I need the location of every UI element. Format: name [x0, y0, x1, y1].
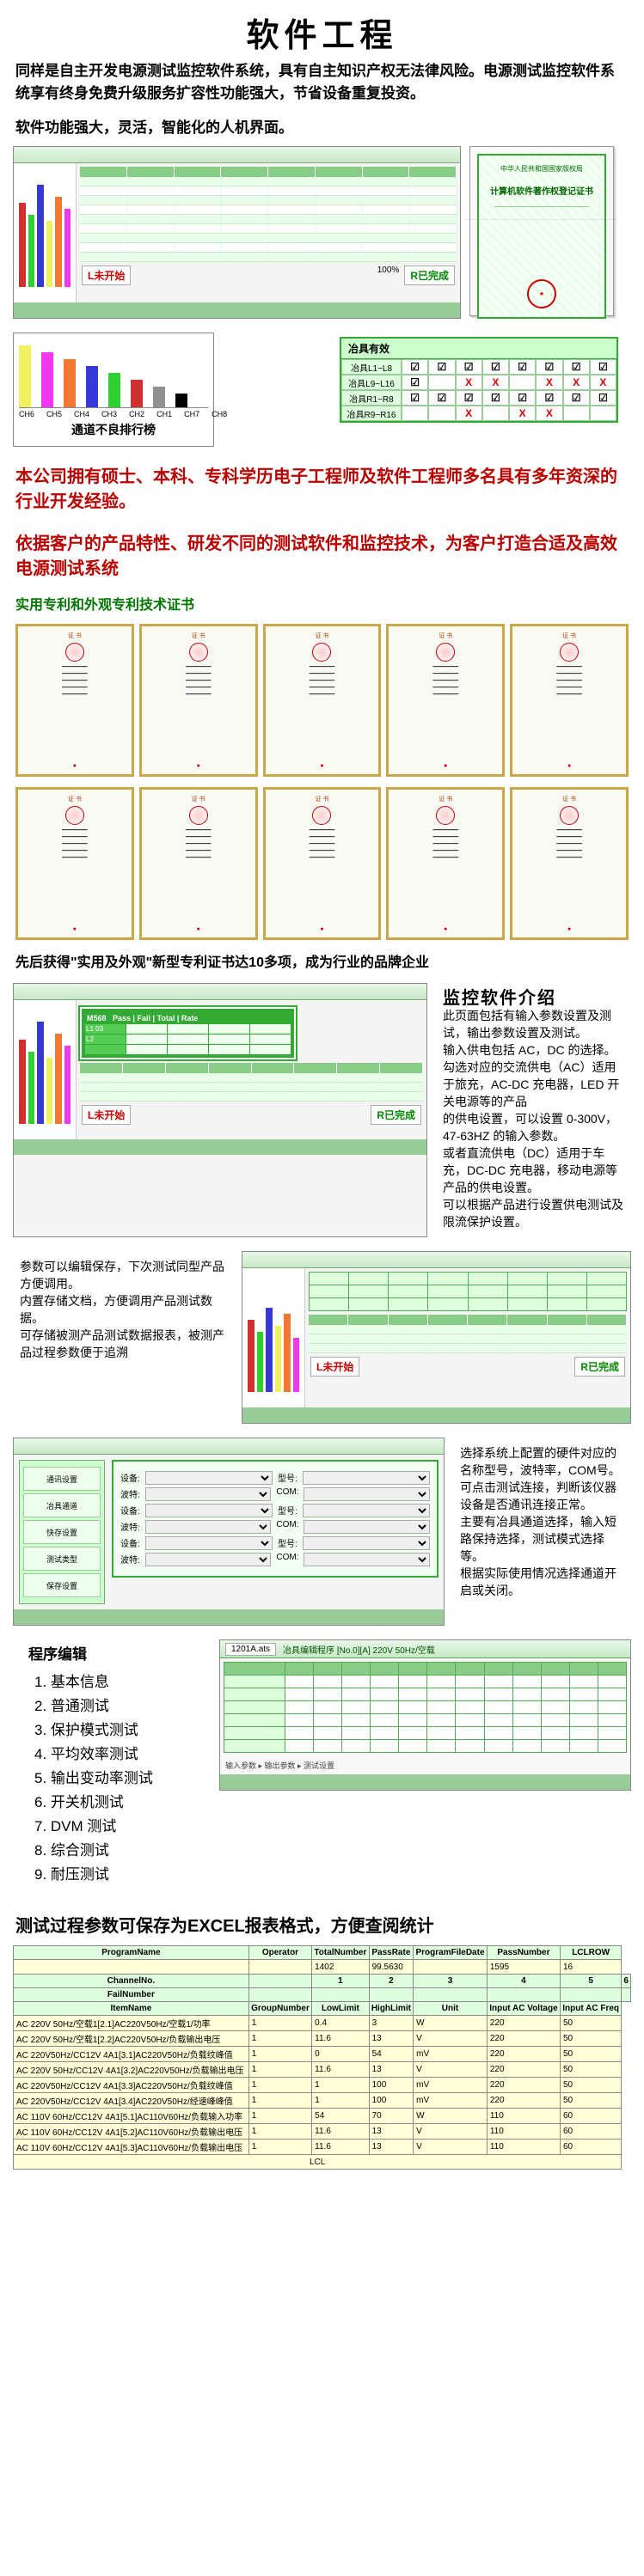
excel-table: ProgramNameOperatorTotalNumberPassRatePr… [13, 1945, 631, 2170]
cert-country: 中华人民共和国国家版权局 [500, 164, 583, 174]
patent-cert: 证 书━━━━━━━━━━━━━━━━━━━━━━━━━━━━━━━━━━━● [15, 787, 134, 940]
monitor-heading: 监控软件介绍 [443, 990, 624, 1007]
green-heading-1: 实用专利和外观专利技术证书 [0, 588, 644, 619]
baud-select[interactable] [145, 1487, 272, 1501]
patent-cert: 证 书━━━━━━━━━━━━━━━━━━━━━━━━━━━━━━━━━━━● [386, 787, 505, 940]
excel-heading: 测试过程参数可保存为EXCEL报表格式，方便查阅统计 [0, 1898, 644, 1942]
program-editor: 1201A.ats 冶具编辑程序 [No.0][A] 220V 50Hz/空载 … [219, 1639, 631, 1791]
cfg-btn-1[interactable]: 通讯设置 [23, 1467, 101, 1491]
conn-description: 选择系统上配置的硬件对应的名称型号，波特率，COM号。可点击测试连接，判断该仪器… [453, 1438, 631, 1626]
software-screenshot-2: M568 Pass | Fail | Total | Rate L1 03016… [13, 983, 427, 1237]
rank-title: 通道不良排行榜 [19, 418, 208, 441]
monitor-description: 监控软件介绍 此页面包括有输入参数设置及测试，输出参数设置及测试。 输入供电包括… [436, 983, 631, 1237]
red-heading-2: 依据客户的产品特性、研发不同的测试软件和监控技术，为客户打造合适及高效电源测试系… [0, 521, 644, 588]
patent-cert: 证 书━━━━━━━━━━━━━━━━━━━━━━━━━━━━━━━━━━━● [139, 787, 258, 940]
feature-item: 2. 普通测试 [34, 1694, 189, 1718]
config-sidebar: 通讯设置 冶具通道 快存设置 测试类型 保存设置 [19, 1460, 105, 1604]
com-select[interactable] [304, 1487, 430, 1501]
feature-item: 6. 开关机测试 [34, 1791, 189, 1815]
intro-text-2: 软件功能强大，灵活，智能化的人机界面。 [0, 105, 644, 139]
status-left-3: L未开始 [310, 1357, 359, 1377]
cfg-btn-4[interactable]: 测试类型 [23, 1547, 101, 1571]
feature-item: 9. 耐压测试 [34, 1863, 189, 1887]
device-select[interactable] [145, 1471, 273, 1485]
feature-item: 7. DVM 测试 [34, 1815, 189, 1839]
patent-cert: 证 书━━━━━━━━━━━━━━━━━━━━━━━━━━━━━━━━━━━● [510, 624, 629, 777]
status-right-2: R已完成 [371, 1105, 421, 1125]
status-right: R已完成 [404, 266, 455, 285]
patent-cert: 证 书━━━━━━━━━━━━━━━━━━━━━━━━━━━━━━━━━━━● [263, 624, 382, 777]
config-screenshot: 通讯设置 冶具通道 快存设置 测试类型 保存设置 设备:型号: 波特:COM: … [13, 1438, 445, 1626]
patent-cert: 证 书━━━━━━━━━━━━━━━━━━━━━━━━━━━━━━━━━━━● [386, 624, 505, 777]
patent-cert: 证 书━━━━━━━━━━━━━━━━━━━━━━━━━━━━━━━━━━━● [263, 787, 382, 940]
feature-item: 4. 平均效率测试 [34, 1743, 189, 1767]
cert-type: 计算机软件著作权登记证书 [490, 184, 593, 197]
patent-footer: 先后获得"实用及外观"新型专利证书达10多项，成为行业的品牌企业 [0, 945, 644, 976]
lcl-row: LCL [14, 2155, 622, 2170]
feature-item: 8. 综合测试 [34, 1839, 189, 1863]
feature-item: 5. 输出变动率测试 [34, 1767, 189, 1791]
status-left-2: L未开始 [82, 1105, 131, 1125]
edit-description: 参数可以编辑保存，下次测试同型产品方便调用。 内置存储文档，方便调用产品测试数据… [13, 1251, 233, 1424]
prog-edit-heading: 程序编辑 [13, 1639, 211, 1666]
model-select[interactable] [303, 1471, 430, 1485]
status-pct: 100% [377, 266, 400, 275]
red-heading-1: 本公司拥有硕士、本科、专科学历电子工程师及软件工程师多名具有多年资深的行业开发经… [0, 454, 644, 521]
certificate-stack: 中华人民共和国国家版权局 计算机软件著作权登记证书 ··············… [469, 146, 614, 316]
prog-file: 1201A.ats [225, 1643, 276, 1656]
cfg-btn-2[interactable]: 冶具通道 [23, 1493, 101, 1517]
patent-cert: 证 书━━━━━━━━━━━━━━━━━━━━━━━━━━━━━━━━━━━● [510, 787, 629, 940]
intro-text-1: 同样是自主开发电源测试监控软件系统，具有自主知识产权无法律风险。电源测试监控软件… [0, 60, 644, 105]
software-screenshot-3: L未开始 R已完成 [242, 1251, 631, 1424]
cfg-btn-5[interactable]: 保存设置 [23, 1573, 101, 1597]
status-right-3: R已完成 [574, 1357, 625, 1377]
status-left: L未开始 [82, 266, 131, 285]
fixture-table: 冶具有效 冶具L1~L8☑☑☑☑☑☑☑☑冶具L9~L16☑XXXXX冶具R1~R… [340, 337, 618, 423]
main-title: 软件工程 [0, 0, 644, 60]
patent-cert: 证 书━━━━━━━━━━━━━━━━━━━━━━━━━━━━━━━━━━━● [139, 624, 258, 777]
feature-item: 3. 保护模式测试 [34, 1718, 189, 1743]
cfg-btn-3[interactable]: 快存设置 [23, 1520, 101, 1544]
seal-icon: ★ [527, 279, 556, 308]
fixture-title: 冶具有效 [341, 339, 616, 359]
channel-rank-panel: CH6CH5CH4CH3CH2CH1CH7CH8 通道不良排行榜 [13, 333, 214, 447]
prog-title: 冶具编辑程序 [No.0][A] 220V 50Hz/空载 [283, 1643, 435, 1656]
feature-list: 1. 基本信息2. 普通测试3. 保护模式测试4. 平均效率测试5. 输出变动率… [13, 1666, 211, 1891]
patent-cert: 证 书━━━━━━━━━━━━━━━━━━━━━━━━━━━━━━━━━━━● [15, 624, 134, 777]
feature-item: 1. 基本信息 [34, 1670, 189, 1694]
software-screenshot-1: L未开始 R已完成 100% [13, 146, 461, 319]
